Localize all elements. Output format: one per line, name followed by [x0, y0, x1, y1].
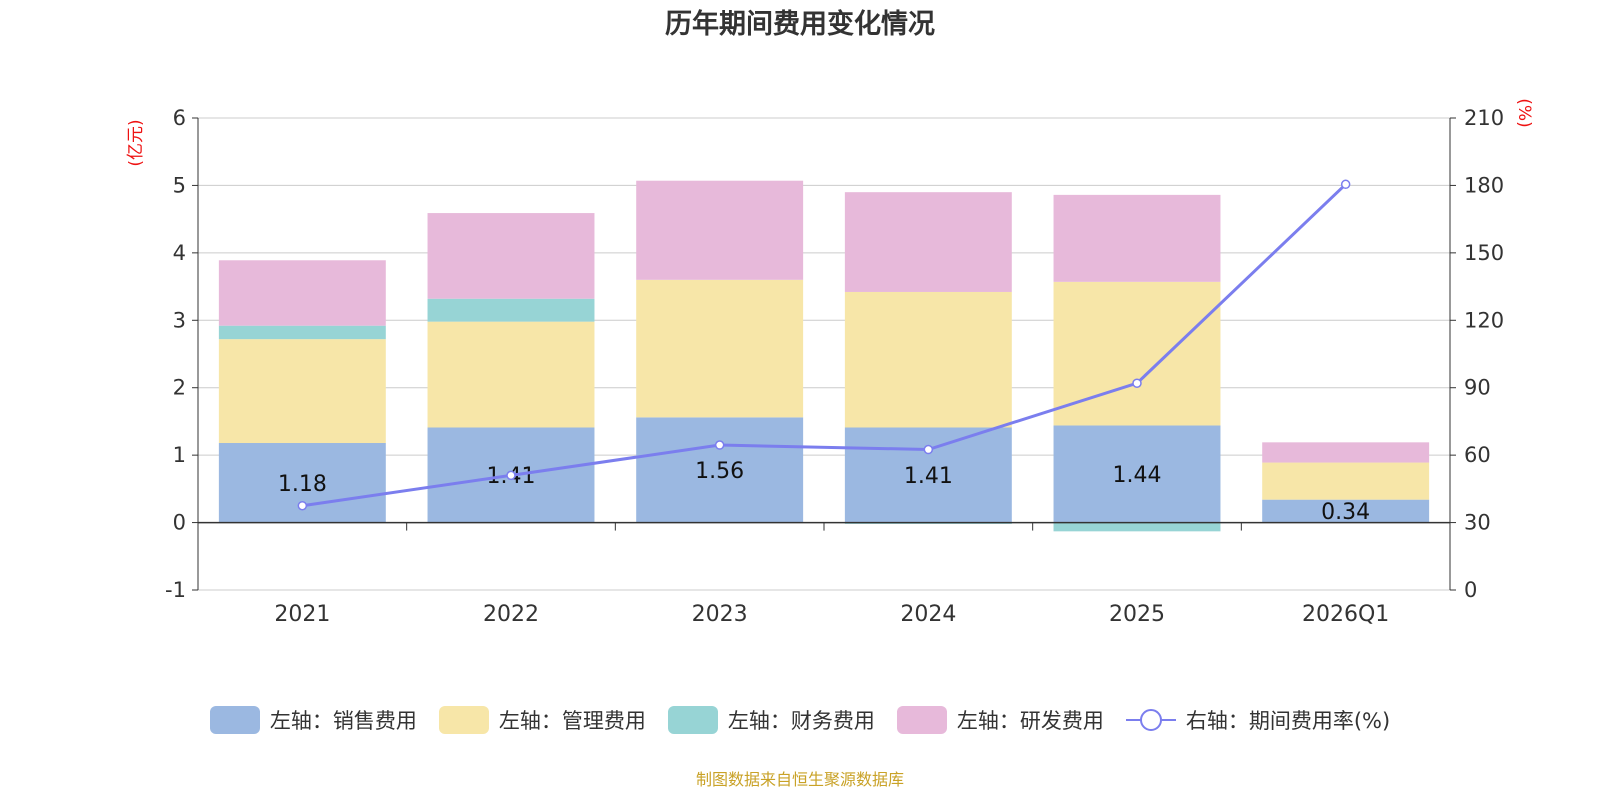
bar-segment [1053, 194, 1221, 282]
legend-item-expense-ratio[interactable]: 右轴：期间费用率(%) [1125, 705, 1391, 735]
legend-swatch-finance [667, 706, 718, 734]
right-tick-label: 150 [1464, 241, 1504, 265]
legend-label-rnd: 左轴：研发费用 [956, 709, 1104, 733]
legend-label-admin: 左轴：管理费用 [498, 709, 646, 733]
chart-title: 历年期间费用变化情况 [665, 9, 935, 40]
left-tick-label: 1 [173, 443, 186, 467]
expense-ratio-point [1340, 179, 1351, 190]
expense-ratio-point [1132, 378, 1142, 388]
bar-segment [427, 321, 595, 428]
legend-item-sales[interactable]: 左轴：销售费用 [209, 705, 417, 735]
left-tick-label: -1 [165, 578, 186, 602]
category-label: 2025 [1109, 602, 1165, 627]
right-tick-label: 90 [1464, 376, 1491, 400]
bar-segment [1053, 425, 1221, 523]
category-label: 2022 [483, 602, 539, 627]
category-label: 2024 [900, 602, 956, 627]
expense-ratio-point [506, 470, 516, 481]
bar-segment [1262, 442, 1430, 463]
right-axis-unit-label: (%) [1514, 98, 1534, 127]
right-tick-label: 180 [1464, 173, 1504, 197]
bar-segment [427, 298, 595, 322]
legend: 左轴：销售费用 左轴：管理费用 左轴：财务费用 左轴：研发费用 右轴：期间费用率… [0, 700, 1600, 740]
expense-ratio-line [302, 183, 1347, 508]
bar-segment [844, 427, 1012, 523]
bar-segment [844, 192, 1012, 292]
bar-segment [636, 417, 804, 523]
legend-item-rnd[interactable]: 左轴：研发费用 [896, 705, 1104, 735]
bar-segment [218, 325, 386, 340]
bar-segment [1262, 462, 1430, 500]
left-tick-label: 4 [173, 241, 186, 265]
right-tick-label: 0 [1464, 578, 1477, 602]
left-tick-label: 3 [173, 308, 186, 332]
bar-data-label: 1.41 [904, 464, 953, 489]
category-label: 2021 [274, 602, 330, 627]
bar-segment [427, 213, 595, 299]
bar-segment [1053, 281, 1221, 426]
right-tick-label: 120 [1464, 308, 1504, 332]
expense-ratio-point [923, 444, 934, 455]
category-label: 2023 [692, 602, 748, 627]
left-tick-label: 2 [173, 376, 186, 400]
category-label: 2026Q1 [1302, 602, 1389, 627]
footer-source: 制图数据来自恒生聚源数据库 [695, 770, 904, 789]
bar-data-label: 0.34 [1321, 500, 1370, 525]
bar-segment [218, 339, 386, 444]
bar-segment [844, 291, 1012, 428]
right-tick-label: 30 [1464, 511, 1491, 535]
right-tick-label: 210 [1464, 106, 1504, 130]
expense-ratio-point [297, 500, 308, 511]
legend-swatch-sales [209, 706, 260, 734]
right-tick-label: 60 [1464, 443, 1491, 467]
legend-label-expense-ratio: 右轴：期间费用率(%) [1185, 709, 1391, 733]
legend-label-finance: 左轴：财务费用 [727, 709, 875, 733]
left-axis-unit-label: (亿元) [126, 119, 146, 166]
bar-data-label: 1.56 [695, 459, 744, 484]
legend-label-sales: 左轴：销售费用 [269, 709, 417, 733]
legend-item-admin[interactable]: 左轴：管理费用 [438, 705, 646, 735]
legend-swatch-rnd [896, 706, 947, 734]
legend-swatch-admin [438, 706, 489, 734]
bar-segment [636, 279, 804, 418]
expense-ratio-point [714, 440, 725, 450]
bar-data-label: 1.18 [278, 472, 327, 497]
left-tick-label: 5 [173, 173, 186, 197]
bar-segment [636, 180, 804, 280]
bar-segment [1262, 499, 1430, 523]
bar-segment [218, 260, 386, 326]
legend-line-icon [1125, 706, 1176, 734]
left-tick-label: 6 [173, 106, 186, 130]
bar-data-label: 1.44 [1113, 463, 1162, 488]
left-tick-label: 0 [173, 511, 186, 535]
legend-item-finance[interactable]: 左轴：财务费用 [667, 705, 875, 735]
bar-segment [1053, 522, 1221, 532]
